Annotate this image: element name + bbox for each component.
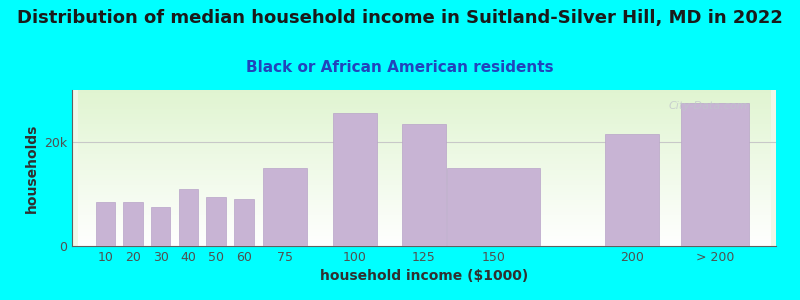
Text: Distribution of median household income in Suitland-Silver Hill, MD in 2022: Distribution of median household income … <box>17 9 783 27</box>
Bar <box>605 134 658 246</box>
Bar <box>263 168 307 246</box>
Y-axis label: households: households <box>25 123 38 213</box>
Text: City-Data.com: City-Data.com <box>668 101 748 111</box>
Bar <box>178 189 198 246</box>
Bar <box>447 168 540 246</box>
Bar <box>333 113 377 246</box>
Bar <box>402 124 446 246</box>
Bar <box>206 196 226 246</box>
Bar <box>234 199 254 246</box>
Bar <box>681 103 749 246</box>
Bar <box>123 202 142 246</box>
Bar <box>151 207 170 246</box>
X-axis label: household income ($1000): household income ($1000) <box>320 269 528 284</box>
Text: Black or African American residents: Black or African American residents <box>246 60 554 75</box>
Bar <box>95 202 115 246</box>
